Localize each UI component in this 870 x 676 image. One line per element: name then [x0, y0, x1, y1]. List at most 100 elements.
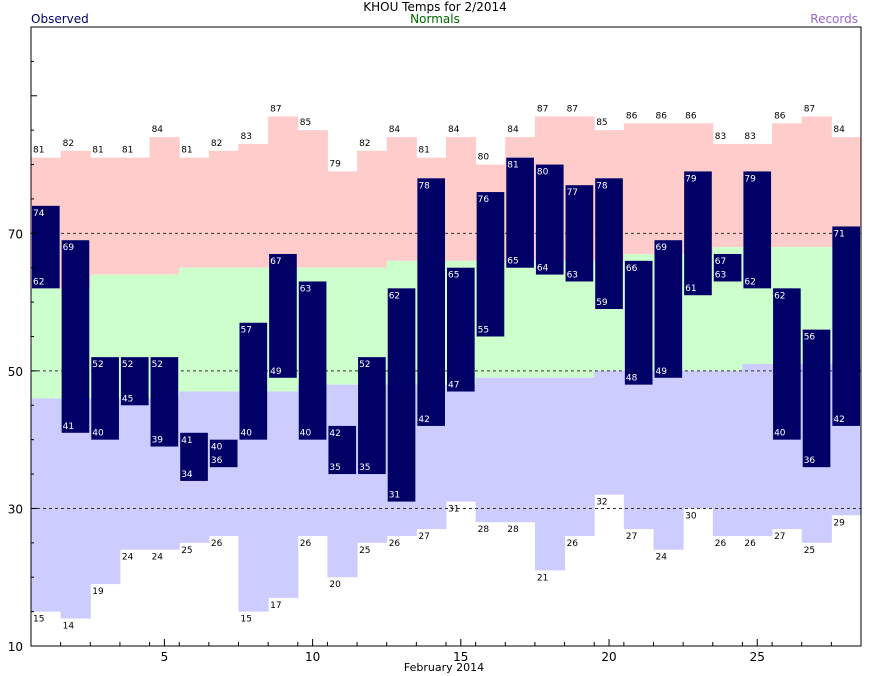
record-low-label: 26: [389, 539, 401, 549]
observed-high-label: 79: [685, 174, 697, 184]
observed-low-label: 49: [270, 367, 282, 377]
observed-low-label: 40: [774, 429, 786, 439]
observed-bar: [802, 329, 831, 468]
observed-high-label: 62: [774, 291, 785, 301]
observed-low-label: 41: [63, 422, 74, 432]
record-high-band: [386, 137, 417, 261]
record-high-label: 85: [596, 118, 607, 128]
record-low-band: [594, 370, 625, 495]
observed-bar: [209, 439, 238, 468]
record-low-label: 25: [181, 546, 192, 556]
normal-band: [179, 267, 210, 392]
record-high-label: 81: [33, 146, 44, 156]
observed-bar: [180, 432, 208, 481]
record-high-band: [653, 123, 684, 254]
observed-high-label: 62: [389, 291, 400, 301]
record-high-band: [238, 143, 269, 268]
record-high-label: 87: [270, 104, 281, 114]
observed-bar: [684, 171, 712, 296]
observed-low-label: 40: [241, 429, 253, 439]
observed-low-label: 34: [181, 470, 193, 480]
observed-low-label: 63: [715, 270, 726, 280]
record-low-label: 24: [122, 553, 134, 563]
observed-high-label: 52: [92, 360, 103, 370]
observed-bars: [32, 157, 860, 502]
observed-low-label: 35: [359, 463, 370, 473]
record-high-label: 84: [389, 125, 401, 135]
record-high-label: 81: [92, 146, 103, 156]
record-low-band: [475, 377, 506, 523]
observed-high-label: 57: [241, 326, 252, 336]
observed-bar: [654, 240, 683, 378]
observed-high-label: 52: [122, 360, 133, 370]
record-low-band: [119, 398, 151, 550]
record-high-label: 81: [418, 146, 429, 156]
x-tick-label: 20: [601, 650, 616, 664]
observed-bar: [832, 226, 860, 426]
record-high-band: [357, 150, 388, 268]
record-low-band: [712, 370, 743, 536]
record-low-band: [534, 377, 566, 571]
observed-high-label: 67: [715, 257, 726, 267]
observed-low-label: 45: [122, 394, 133, 404]
observed-high-label: 76: [478, 195, 490, 205]
observed-low-label: 59: [596, 298, 608, 308]
observed-bar: [773, 288, 801, 440]
observed-bar: [120, 357, 149, 406]
record-high-label: 84: [448, 125, 460, 135]
observed-low-label: 65: [507, 257, 518, 267]
record-high-label: 84: [507, 125, 519, 135]
record-low-label: 26: [715, 539, 727, 549]
observed-high-label: 81: [507, 161, 518, 171]
observed-low-label: 42: [833, 415, 844, 425]
record-high-label: 86: [685, 111, 697, 121]
y-tick-label: 50: [8, 365, 23, 379]
observed-low-label: 36: [211, 456, 223, 466]
normal-band: [534, 260, 566, 378]
observed-bar: [61, 240, 90, 433]
record-low-label: 14: [63, 621, 75, 631]
observed-high-label: 69: [63, 243, 75, 253]
normal-band: [327, 267, 358, 385]
observed-bar: [32, 205, 60, 289]
record-high-band: [297, 130, 328, 268]
record-low-label: 27: [626, 532, 637, 542]
observed-low-label: 62: [33, 277, 44, 287]
observed-low-label: 36: [804, 456, 816, 466]
observed-bar: [535, 164, 564, 275]
observed-high-label: 52: [152, 360, 163, 370]
record-high-band: [149, 137, 180, 275]
observed-low-label: 35: [329, 463, 340, 473]
normal-band: [505, 260, 536, 378]
normal-band: [208, 267, 239, 392]
record-high-label: 83: [744, 132, 755, 142]
record-high-label: 86: [774, 111, 786, 121]
x-tick-label: 10: [305, 650, 320, 664]
record-low-label: 25: [804, 546, 815, 556]
observed-bar: [713, 253, 742, 282]
x-tick-label: 15: [453, 650, 468, 664]
record-high-label: 84: [152, 125, 164, 135]
record-low-band: [31, 398, 62, 612]
normal-band: [31, 288, 62, 399]
record-low-label: 19: [92, 587, 104, 597]
record-high-label: 86: [656, 111, 668, 121]
record-low-band: [327, 384, 358, 578]
x-tick-label: 5: [161, 650, 169, 664]
y-tick-label: 30: [8, 502, 23, 516]
record-high-label: 84: [833, 125, 845, 135]
y-tick-label: 10: [8, 640, 23, 654]
record-low-label: 17: [270, 601, 281, 611]
observed-low-label: 47: [448, 381, 459, 391]
record-low-label: 24: [152, 553, 164, 563]
record-low-label: 25: [359, 546, 370, 556]
observed-bar: [358, 357, 386, 475]
observed-low-label: 64: [537, 264, 549, 274]
record-high-band: [712, 143, 743, 248]
observed-bar: [328, 425, 357, 475]
observed-high-label: 40: [211, 443, 223, 453]
legend-normals: Normals: [410, 12, 460, 26]
observed-bar: [417, 178, 445, 426]
record-high-label: 87: [537, 104, 548, 114]
record-high-band: [119, 157, 151, 275]
